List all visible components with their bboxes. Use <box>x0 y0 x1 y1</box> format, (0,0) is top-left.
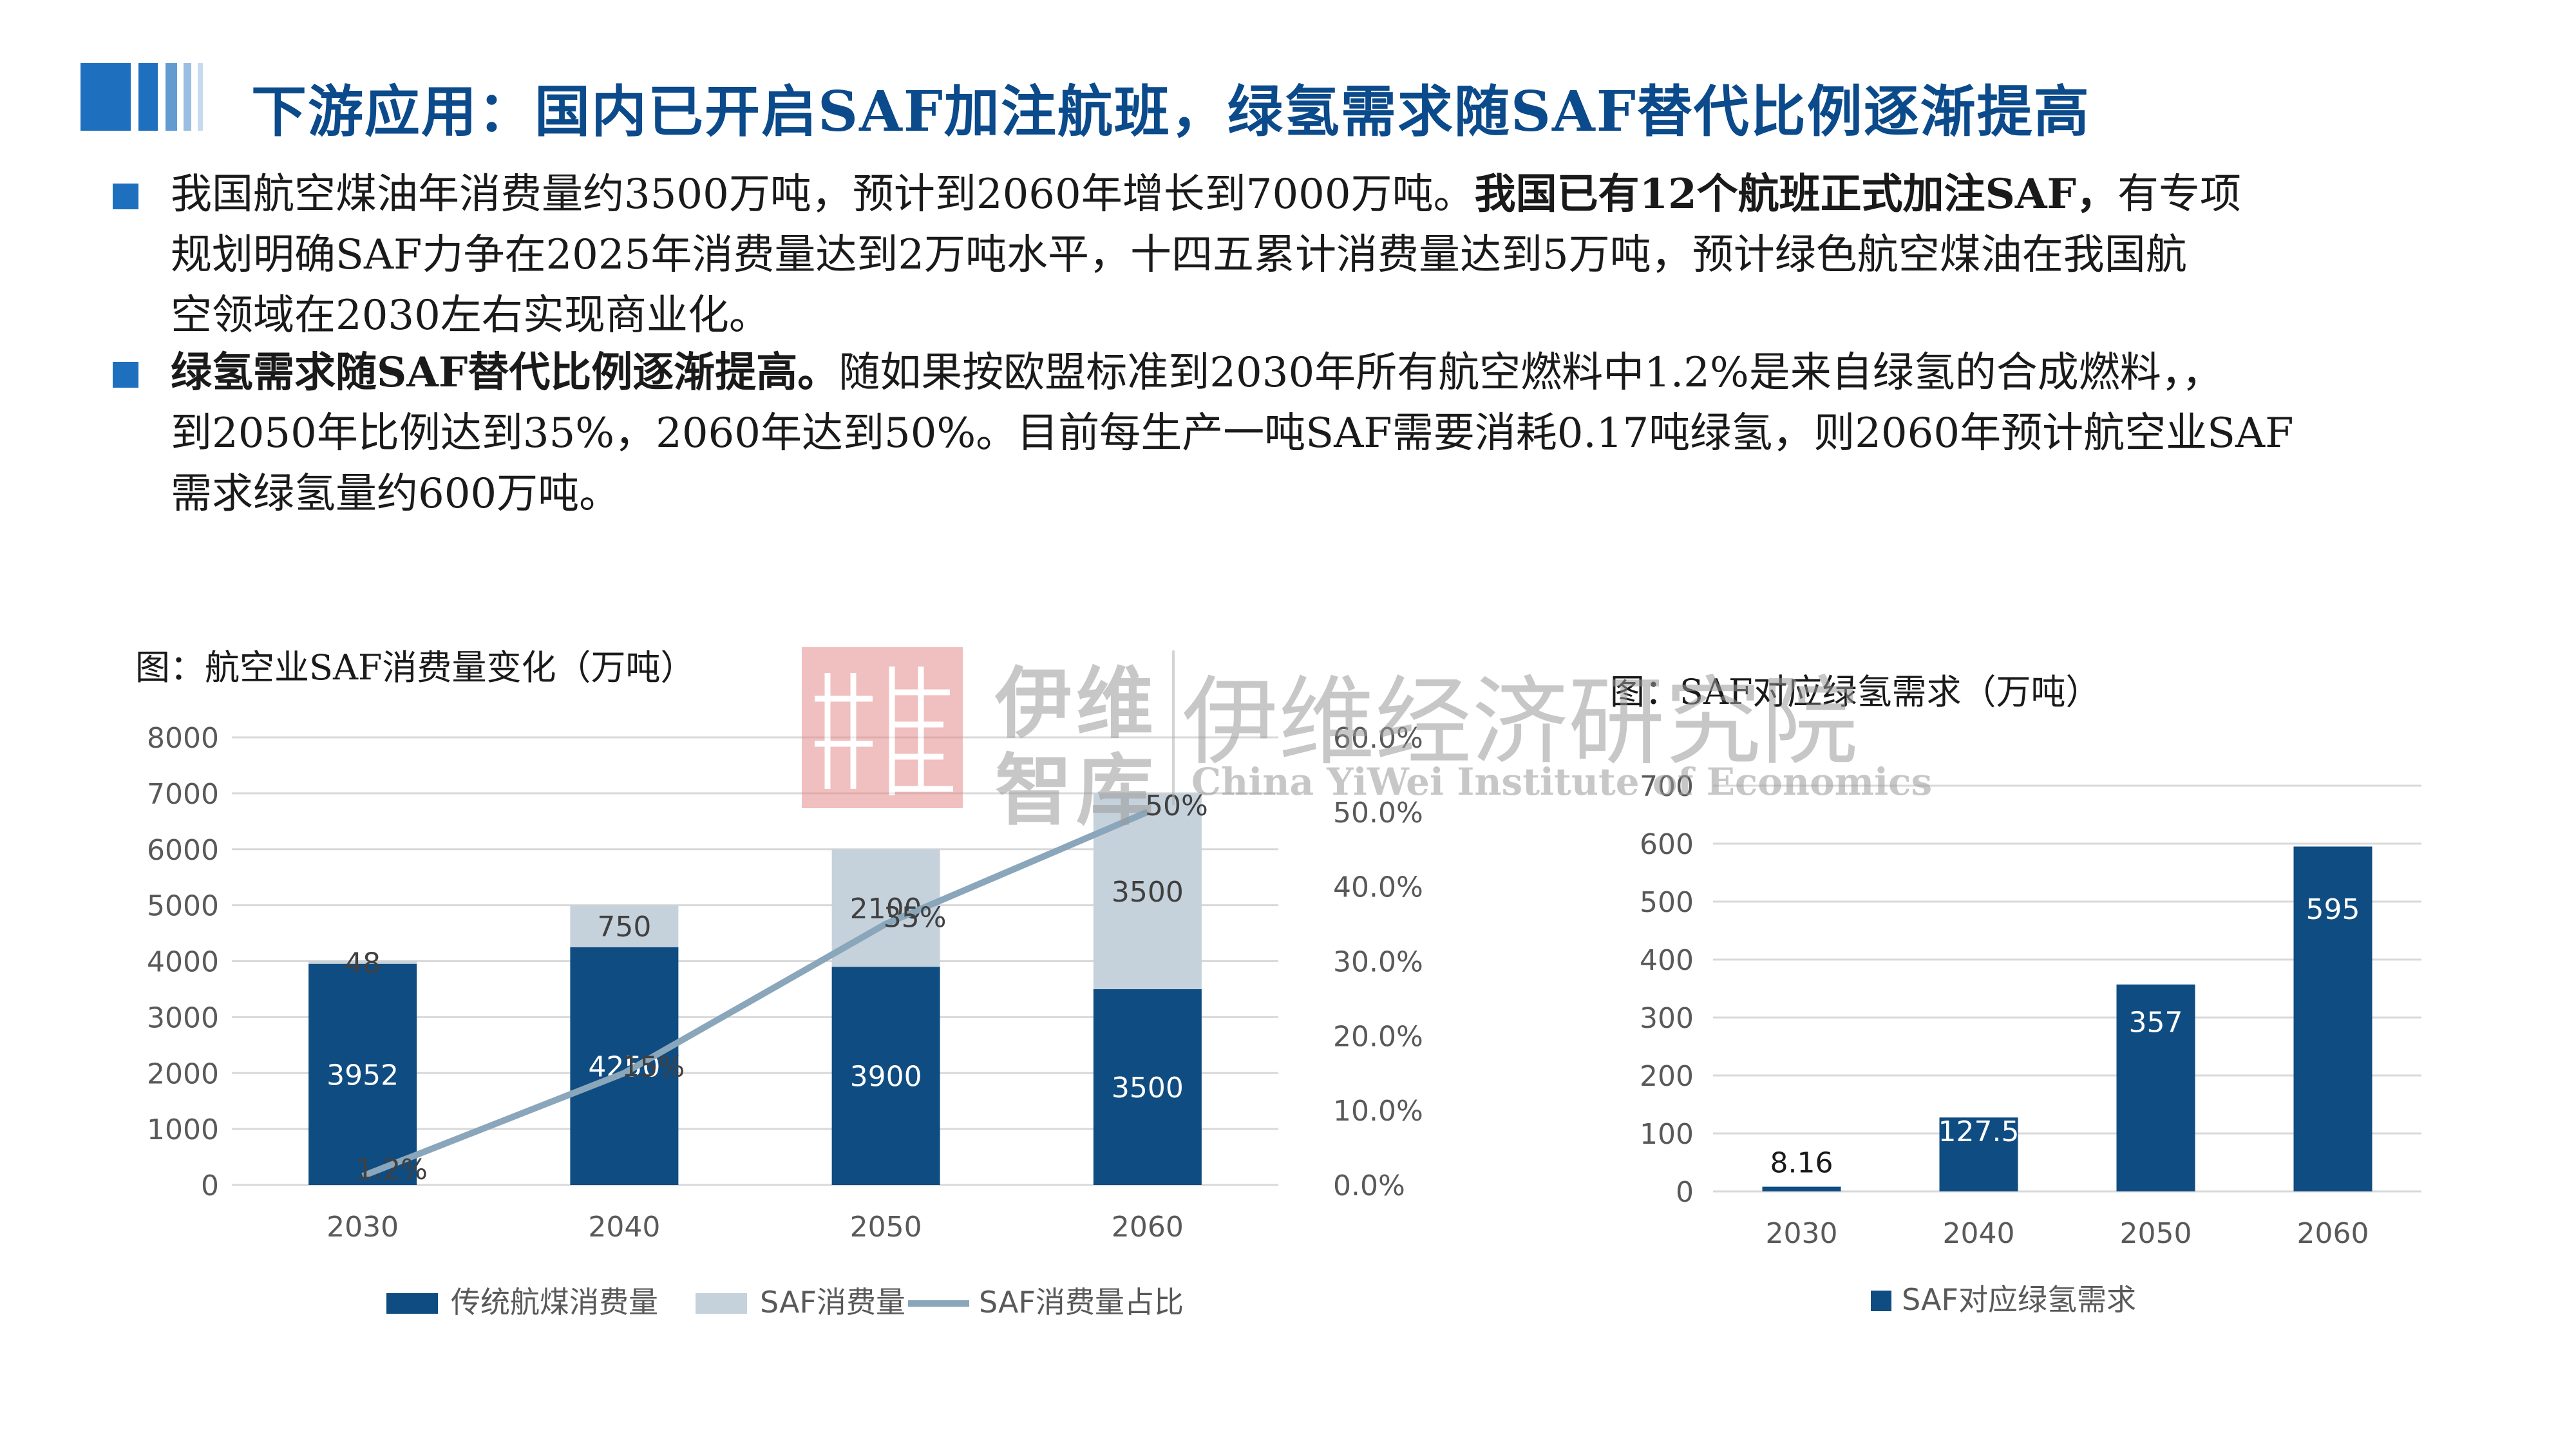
title-decoration <box>80 63 209 131</box>
y-tick-label: 1000 <box>147 1113 219 1146</box>
legend-label: SAF对应绿氢需求 <box>1902 1282 2136 1317</box>
y-tick-label: 100 <box>1640 1118 1694 1151</box>
y-tick-label: 7000 <box>147 778 219 811</box>
data-label: 3952 <box>327 1059 399 1092</box>
y-tick-label: 600 <box>1640 828 1694 861</box>
x-tick-label: 2050 <box>2120 1217 2192 1250</box>
y2-tick-label: 20.0% <box>1333 1020 1423 1053</box>
data-label: 2100 <box>850 893 922 925</box>
chart-2-title: 图：SAF对应绿氢需求（万吨） <box>1610 672 2101 712</box>
watermark-brand-2: 智库 <box>995 746 1157 836</box>
legend-swatch-traditional <box>386 1293 438 1314</box>
y-tick-label: 8000 <box>147 722 219 755</box>
saf-consumption-chart: 0 1000 2000 3000 4000 5000 6000 7000 8000 0.0% 10.… <box>147 722 1423 1320</box>
watermark: 伊维 智库 伊维经济研究院 China YiWei Institute of E… <box>802 647 1932 836</box>
y2-tick-label: 50.0% <box>1333 797 1423 829</box>
data-label: 3900 <box>850 1061 922 1094</box>
green-hydrogen-demand-chart: 0 100 200 300 400 500 600 700 8.16 2030 127.5 2040 3… <box>1640 770 2421 1317</box>
line-data-label: 50% <box>1145 790 1208 822</box>
watermark-logo-icon <box>802 647 963 808</box>
data-label: 750 <box>597 911 651 943</box>
bar-green-hydrogen <box>2116 984 2195 1191</box>
watermark-institute-en: China YiWei Institute of Economics <box>1191 760 1933 804</box>
y-tick-label: 3000 <box>147 1001 219 1034</box>
y2-tick-label: 60.0% <box>1333 722 1423 755</box>
x-tick-label: 2060 <box>2297 1217 2369 1250</box>
bar-saf <box>570 905 679 947</box>
data-label: 48 <box>345 947 381 980</box>
y-tick-label: 2000 <box>147 1057 219 1090</box>
y-tick-label: 200 <box>1640 1060 1694 1093</box>
bullet-2-line-1: 绿氢需求随SAF替代比例逐渐提高。随如果按欧盟标准到2030年所有航空燃料中1.… <box>171 348 2223 397</box>
series-line-saf-share <box>361 809 1149 1179</box>
y2-tick-label: 30.0% <box>1333 946 1423 979</box>
legend-label: 传统航煤消费量 <box>451 1285 658 1320</box>
bar-traditional <box>308 963 417 1185</box>
legend-label: SAF消费量 <box>760 1285 905 1320</box>
bar-green-hydrogen <box>1762 1186 1841 1191</box>
legend-swatch <box>1871 1291 1891 1311</box>
bullet-square-icon <box>113 184 138 209</box>
bullet-1-line-2: 规划明确SAF力争在2025年消费量达到2万吨水平，十四五累计消费量达到5万吨，… <box>171 231 2187 279</box>
line-data-label: 15% <box>621 1050 685 1083</box>
page-title: 下游应用：国内已开启SAF加注航班，绿氢需求随SAF替代比例逐渐提高 <box>251 79 2090 144</box>
y-tick-label: 700 <box>1640 770 1694 803</box>
y-tick-label: 4000 <box>147 946 219 979</box>
y-tick-label: 500 <box>1640 886 1694 919</box>
bullet-square-icon <box>113 362 138 388</box>
bullet-1-line-3: 空领域在2030左右实现商业化。 <box>171 292 770 339</box>
bar-saf <box>308 961 417 964</box>
data-label: 127.5 <box>1938 1115 2020 1148</box>
watermark-divider <box>1172 650 1175 805</box>
x-tick-label: 2040 <box>1943 1217 2015 1250</box>
x-tick-label: 2050 <box>850 1211 922 1244</box>
bar-green-hydrogen <box>1939 1117 2018 1191</box>
legend-label: SAF消费量占比 <box>979 1285 1184 1320</box>
y-tick-label: 6000 <box>147 834 219 867</box>
y-tick-label: 0 <box>201 1170 219 1202</box>
data-label: 3500 <box>1112 876 1184 909</box>
x-tick-label: 2040 <box>588 1211 660 1244</box>
bar-traditional <box>831 967 940 1185</box>
bar-traditional <box>570 947 679 1185</box>
chart-1-title: 图：航空业SAF消费量变化（万吨） <box>135 647 696 688</box>
line-data-label: 35% <box>884 902 947 934</box>
legend-swatch-saf <box>696 1293 747 1314</box>
y-tick-label: 300 <box>1640 1002 1694 1035</box>
bullet-1-line-1: 我国航空煤油年消费量约3500万吨，预计到2060年增长到7000万吨。我国已有… <box>171 170 2241 218</box>
y-tick-label: 400 <box>1640 944 1694 977</box>
watermark-institute-cn: 伊维经济研究院 <box>1182 667 1859 779</box>
y2-tick-label: 0.0% <box>1333 1170 1405 1202</box>
data-label: 357 <box>2129 1007 2183 1039</box>
data-label: 8.16 <box>1770 1147 1833 1180</box>
x-tick-label: 2060 <box>1112 1211 1184 1244</box>
y-tick-label: 0 <box>1676 1176 1694 1209</box>
y-tick-label: 5000 <box>147 890 219 923</box>
y2-tick-label: 40.0% <box>1333 871 1423 904</box>
data-label: 3500 <box>1112 1072 1184 1104</box>
x-tick-label: 2030 <box>1766 1217 1838 1250</box>
x-tick-label: 2030 <box>327 1211 399 1244</box>
y2-tick-label: 10.0% <box>1333 1095 1423 1128</box>
bullet-2-line-2: 到2050年比例达到35%，2060年达到50%。目前每生产一吨SAF需要消耗0… <box>171 410 2294 457</box>
bar-traditional <box>1093 989 1202 1185</box>
data-label: 595 <box>2306 893 2360 926</box>
bar-green-hydrogen <box>2293 846 2372 1191</box>
bullet-2-line-3: 需求绿氢量约600万吨。 <box>171 470 621 518</box>
watermark-brand: 伊维 <box>995 659 1157 749</box>
line-data-label: 1.2% <box>355 1153 428 1186</box>
